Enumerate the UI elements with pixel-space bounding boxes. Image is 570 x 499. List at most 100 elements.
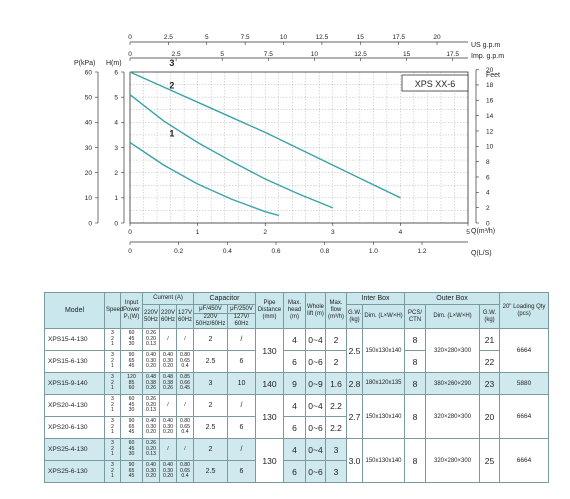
cell-current-220-50: 0.40 0.30 0.20 xyxy=(142,350,160,373)
cell-max-head: 4 xyxy=(283,328,306,351)
cell-pipe: 130 xyxy=(255,438,284,483)
left-inner-axis-label: H(m) xyxy=(106,60,122,67)
q-axis-tick-label: 3 xyxy=(331,229,335,236)
spec-table-body: XPS15-4-130 3 2 1 60 45 30 0.26 0.20 0.13//… xyxy=(44,328,550,483)
cell-inter-gw: 2.7 xyxy=(346,394,363,439)
cell-lift: 0~6 xyxy=(305,460,326,483)
feet-axis-tick-label: 12 xyxy=(486,128,494,135)
cell-loading: 6664 xyxy=(499,394,550,439)
cell-cap-450: 2.5 xyxy=(193,460,228,483)
cell-pcs: 8 xyxy=(404,394,427,439)
top-imp-axis-label: Imp. g.p.m xyxy=(471,53,504,60)
cell-speed: 3 2 1 xyxy=(104,350,121,373)
table-row: XPS15-4-130 3 2 1 60 45 30 0.26 0.20 0.13//… xyxy=(44,328,550,373)
cell-max-flow: 3 xyxy=(325,438,347,461)
left-outer-axis-label: P(kPa) xyxy=(74,60,95,67)
kpa-axis-tick-label: 50 xyxy=(85,94,93,101)
model-label-box xyxy=(401,74,469,92)
cell-cap-250: 6 xyxy=(227,460,256,483)
ls-axis-tick-label: 0.2 xyxy=(174,248,183,255)
curve-label-1: 1 xyxy=(169,128,174,138)
q-axis-tick-label: 1 xyxy=(196,229,200,236)
cell-pcs: 8 xyxy=(404,438,427,483)
table-row: XPS15-9-140 3 2 1 120 85 60 0.48 0.38 0.26 0… xyxy=(44,372,550,395)
cell-lift: 0~4 xyxy=(305,328,326,351)
cell-pipe: 130 xyxy=(255,394,284,439)
feet-axis-tick-label: 6 xyxy=(486,174,490,181)
th-inter-dim: Dim. (L×W×H) xyxy=(361,304,406,329)
h-axis-tick-label: 1 xyxy=(114,195,118,202)
cell-pcs: 8 xyxy=(404,350,427,373)
th-lift: Whole lift (m) xyxy=(305,292,326,329)
cell-max-head: 6 xyxy=(283,460,306,483)
cell-current-220-60: / xyxy=(159,394,177,417)
kpa-axis-tick-label: 60 xyxy=(85,69,93,76)
cell-power: 120 85 60 xyxy=(120,372,143,395)
us-gpm-tick-label: 17.5 xyxy=(392,34,405,41)
spec-table-wrapper: Model Speed Input Power P₁(W) Current (A… xyxy=(44,292,550,483)
feet-axis-tick-label: 10 xyxy=(486,144,494,151)
imp-gpm-tick-label: 2.5 xyxy=(172,51,181,58)
cell-outer-gw: 21 xyxy=(479,328,501,351)
chart-curves: 1 2 3 xyxy=(129,58,401,217)
cell-max-flow: 2.2 xyxy=(325,416,347,439)
cell-outer-gw: 25 xyxy=(479,438,501,483)
th-cap-sub2: 127V/ 60Hz xyxy=(227,313,256,329)
cell-current-220-50: 0.26 0.20 0.13 xyxy=(142,328,160,351)
h-axis-tick-label: 0 xyxy=(114,220,118,227)
kpa-axis-tick-label: 20 xyxy=(85,170,93,177)
cell-lift: 0~9 xyxy=(305,372,326,395)
table-row: XPS15-6-130 3 2 1 90 65 45 0.40 0.30 0.20 0.… xyxy=(44,350,549,373)
cell-outer-dim: 320×280×300 xyxy=(425,394,481,439)
table-row: XPS20-6-130 3 2 1 90 65 45 0.40 0.30 0.20 0.… xyxy=(44,416,549,439)
q-axis-tick-label: 2 xyxy=(263,229,267,236)
cell-inter-dim: 180x120x135 xyxy=(361,372,406,395)
kpa-axis-tick-label: 0 xyxy=(88,220,92,227)
cell-loading: 5880 xyxy=(499,372,550,395)
cell-max-flow: 2 xyxy=(325,328,347,351)
cell-inter-gw: 2.5 xyxy=(346,328,363,373)
curve-label-3: 3 xyxy=(169,58,174,68)
th-maxhead: Max. head (m) xyxy=(283,292,306,329)
us-gpm-tick-label: 5 xyxy=(205,34,209,41)
q-axis-tick-label: 5 xyxy=(466,229,470,236)
feet-axis-tick-label: 18 xyxy=(486,82,494,89)
cell-current-220-60: 0.48 0.38 0.26 xyxy=(159,372,177,395)
th-input-power: Input Power P₁(W) xyxy=(120,292,143,329)
cell-inter-gw: 3.0 xyxy=(346,438,363,483)
imp-gpm-tick-label: 12.5 xyxy=(354,51,367,58)
imp-gpm-tick-label: 15 xyxy=(403,51,411,58)
feet-axis-tick-label: 20 xyxy=(486,67,494,74)
cell-current-127-60: / xyxy=(176,438,194,461)
cell-max-head: 6 xyxy=(283,350,306,373)
th-pipe: Pipe Distance (mm) xyxy=(255,292,284,329)
cell-max-head: 9 xyxy=(283,372,306,395)
th-cap-250: μF/250V xyxy=(227,304,256,314)
h-axis-tick-label: 3 xyxy=(114,145,118,152)
cell-cap-450: 3 xyxy=(193,372,228,395)
feet-axis-tick-label: 8 xyxy=(486,159,490,166)
imp-gpm-tick-label: 5 xyxy=(220,51,224,58)
cell-cap-250: / xyxy=(227,328,256,351)
cell-speed: 3 2 1 xyxy=(104,372,121,395)
feet-axis-tick-label: 14 xyxy=(486,113,494,120)
curve-speed-3 xyxy=(129,71,401,199)
imp-gpm-tick-label: 0 xyxy=(128,51,132,58)
cell-power: 60 45 30 xyxy=(120,328,143,351)
cell-lift: 0~4 xyxy=(305,438,326,461)
right-axis-label: Feet xyxy=(486,72,500,79)
cell-cap-250: 6 xyxy=(227,416,256,439)
cell-power: 90 65 45 xyxy=(120,460,143,483)
th-outer-dim: Dim. (L×W×H) xyxy=(425,304,481,329)
th-current-220-60: 220V 60Hz xyxy=(159,304,177,329)
cell-speed: 3 2 1 xyxy=(104,328,121,351)
cell-outer-dim: 380×260×290 xyxy=(425,372,481,395)
imp-gpm-tick-label: 17.5 xyxy=(446,51,459,58)
cell-cap-450: 2 xyxy=(193,438,228,461)
plot-frame xyxy=(129,71,469,224)
chart-axes xyxy=(97,41,477,243)
feet-axis-tick-label: 2 xyxy=(486,205,490,212)
cell-model: XPS15-6-130 xyxy=(44,350,105,373)
h-axis-tick-label: 4 xyxy=(114,120,118,127)
